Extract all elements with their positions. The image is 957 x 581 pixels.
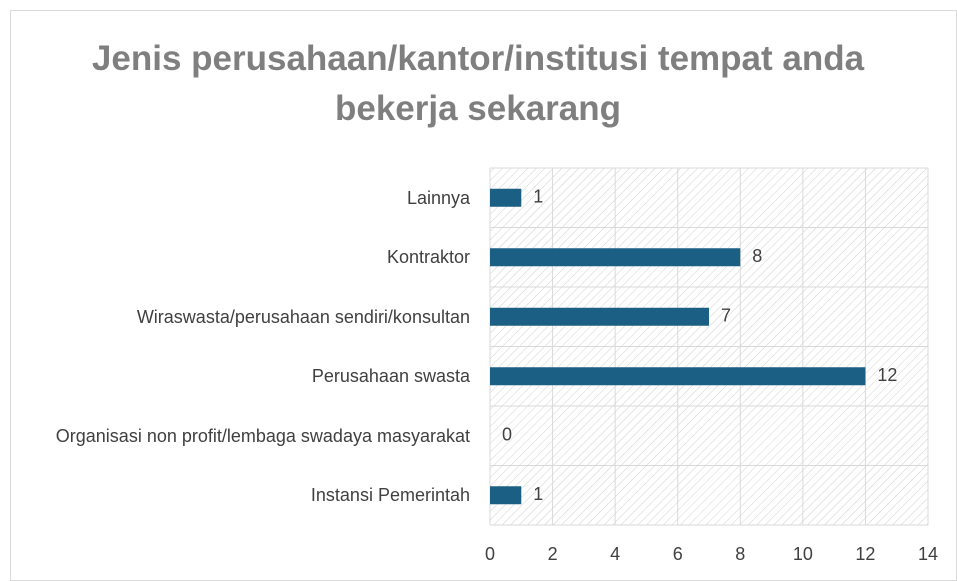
bar bbox=[490, 486, 522, 505]
bar bbox=[490, 248, 741, 267]
value-label: 8 bbox=[752, 246, 762, 266]
y-tick-label: Perusahaan swasta bbox=[311, 366, 470, 387]
y-tick-label: Wiraswasta/perusahaan sendiri/konsultan bbox=[136, 306, 470, 327]
value-label: 12 bbox=[877, 365, 897, 385]
value-label: 1 bbox=[533, 484, 543, 504]
chart-title: Jenis perusahaan/kantor/institusi tempat… bbox=[91, 39, 865, 128]
bar bbox=[490, 367, 866, 386]
x-tick-label: 12 bbox=[855, 544, 875, 564]
x-tick-label: 8 bbox=[735, 544, 745, 564]
value-label: 7 bbox=[721, 306, 731, 326]
x-tick-label: 0 bbox=[485, 544, 495, 564]
y-tick-label: Instansi Pemerintah bbox=[310, 485, 470, 506]
y-tick-label: Kontraktor bbox=[386, 247, 470, 268]
bar bbox=[490, 307, 709, 326]
x-tick-label: 14 bbox=[918, 544, 938, 564]
x-tick-label: 2 bbox=[548, 544, 558, 564]
y-tick-label: Organisasi non profit/lembaga swadaya ma… bbox=[55, 425, 470, 446]
value-label: 1 bbox=[533, 187, 543, 207]
value-label: 0 bbox=[502, 425, 512, 445]
bar bbox=[490, 188, 522, 207]
x-tick-label: 10 bbox=[793, 544, 813, 564]
y-tick-label: Lainnya bbox=[406, 187, 470, 208]
x-tick-label: 4 bbox=[610, 544, 620, 564]
x-tick-label: 6 bbox=[673, 544, 683, 564]
